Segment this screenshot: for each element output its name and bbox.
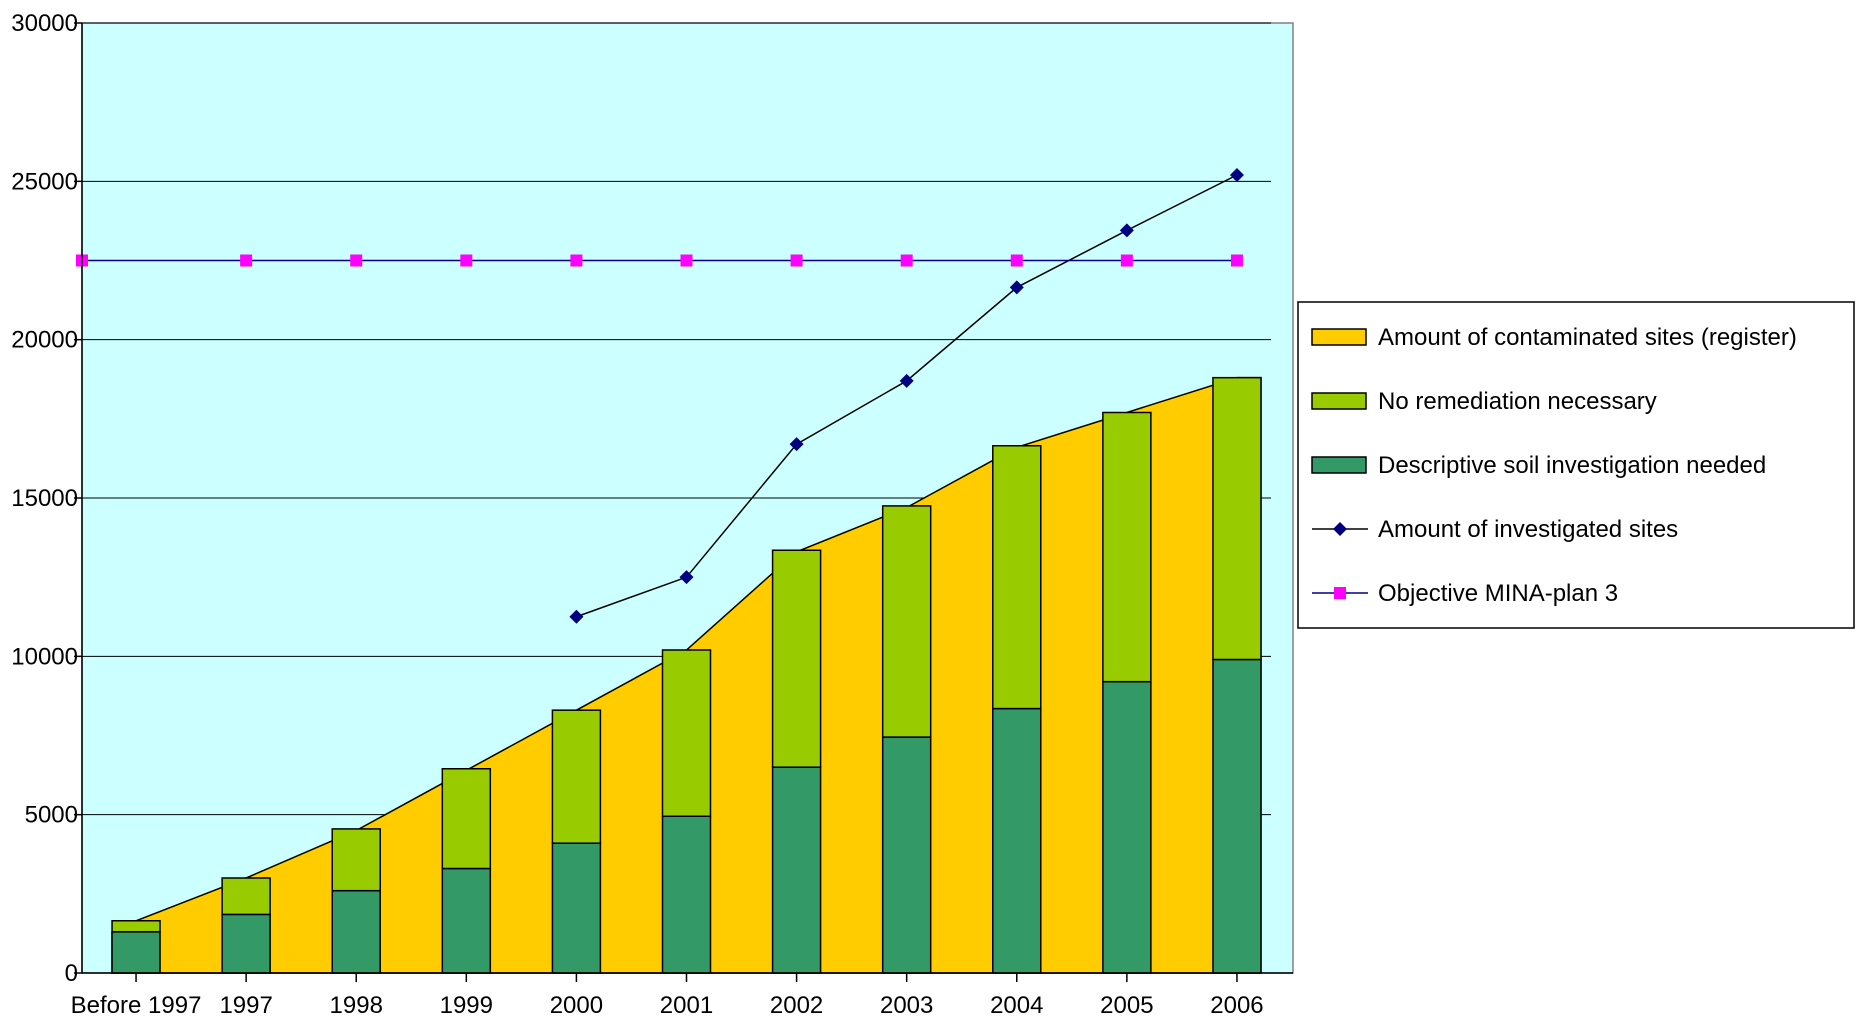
legend: Amount of contaminated sites (register) N…: [1297, 301, 1855, 629]
marker-investigated-sites: [1009, 280, 1024, 295]
marker-objective-mina: [1010, 254, 1023, 267]
legend-marker-diamond: [1333, 522, 1347, 536]
bar-no-remediation: [1212, 376, 1262, 661]
bar-no-remediation: [221, 877, 271, 916]
x-tick-label: 2001: [660, 992, 713, 1019]
bar-no-remediation: [111, 920, 161, 933]
legend-swatch: [1311, 456, 1367, 474]
x-tick-label: 2000: [550, 992, 603, 1019]
marker-objective-mina: [350, 254, 363, 267]
bar-no-remediation: [1102, 411, 1152, 683]
legend-label: No remediation necessary: [1378, 388, 1657, 415]
bar-no-remediation: [881, 505, 932, 738]
marker-investigated-sites: [899, 373, 914, 388]
axes: [74, 22, 1293, 982]
bar-no-remediation: [331, 828, 381, 892]
marker-objective-mina: [570, 254, 583, 267]
bar-descriptive-investigation: [221, 913, 271, 974]
bar-no-remediation: [771, 549, 822, 768]
legend-label: Amount of investigated sites: [1378, 516, 1678, 543]
y-tick-label: 25000: [11, 168, 78, 195]
bar-no-remediation: [441, 768, 492, 870]
legend-swatch: [1311, 328, 1367, 346]
x-tick-labels: Before 1997 1997 1998 1999 2000 2001 2002 2003 2…: [71, 992, 1264, 1019]
y-tick-label: 10000: [11, 643, 78, 670]
marker-objective-mina: [900, 254, 913, 267]
bar-descriptive-investigation: [1212, 658, 1262, 974]
marker-investigated-sites: [1229, 168, 1244, 182]
bar-no-remediation: [551, 709, 602, 844]
legend-swatch: [1311, 392, 1367, 410]
x-tick-label: 2002: [770, 992, 823, 1019]
marker-investigated-sites: [679, 570, 694, 585]
marker-investigated-sites: [569, 609, 584, 624]
bar-descriptive-investigation: [992, 707, 1042, 974]
bar-descriptive-investigation: [551, 842, 602, 974]
x-tick-label: Before 1997: [71, 992, 202, 1019]
marker-objective-mina: [1120, 254, 1133, 267]
y-tick-labels: 0 5000 10000 15000 20000 25000 30000: [11, 10, 78, 987]
x-tick-label: 1998: [330, 992, 383, 1019]
marker-investigated-sites: [789, 437, 804, 452]
legend-marker-square: [1334, 587, 1346, 599]
bar-descriptive-investigation: [881, 736, 932, 974]
marker-objective-mina: [790, 254, 803, 267]
marker-objective-mina: [1230, 254, 1243, 267]
y-tick-label: 0: [65, 960, 78, 987]
marker-objective-mina: [240, 254, 253, 267]
bar-descriptive-investigation: [111, 931, 161, 974]
x-tick-label: 2004: [990, 992, 1043, 1019]
bar-descriptive-investigation: [331, 889, 381, 974]
legend-label: Descriptive soil investigation needed: [1378, 452, 1766, 479]
bar-descriptive-investigation: [441, 867, 492, 974]
x-tick-label: 2005: [1100, 992, 1153, 1019]
marker-objective-mina: [460, 254, 473, 267]
bar-descriptive-investigation: [661, 815, 712, 974]
x-tick-label: 1997: [219, 992, 272, 1019]
marker-investigated-sites: [1119, 223, 1134, 238]
bar-descriptive-investigation: [771, 766, 822, 974]
legend-label: Objective MINA-plan 3: [1378, 580, 1618, 607]
marker-objective-mina: [680, 254, 693, 267]
bar-no-remediation: [992, 445, 1042, 710]
y-tick-label: 30000: [11, 10, 78, 37]
y-tick-label: 5000: [25, 802, 78, 829]
legend-box: [1297, 301, 1855, 629]
bar-no-remediation: [661, 649, 712, 817]
legend-label: Amount of contaminated sites (register): [1378, 324, 1797, 351]
bar-descriptive-investigation: [1102, 680, 1152, 974]
y-tick-label: 20000: [11, 327, 78, 354]
y-tick-label: 15000: [11, 485, 78, 512]
x-tick-label: 1999: [440, 992, 493, 1019]
x-tick-label: 2006: [1210, 992, 1263, 1019]
x-tick-label: 2003: [880, 992, 933, 1019]
